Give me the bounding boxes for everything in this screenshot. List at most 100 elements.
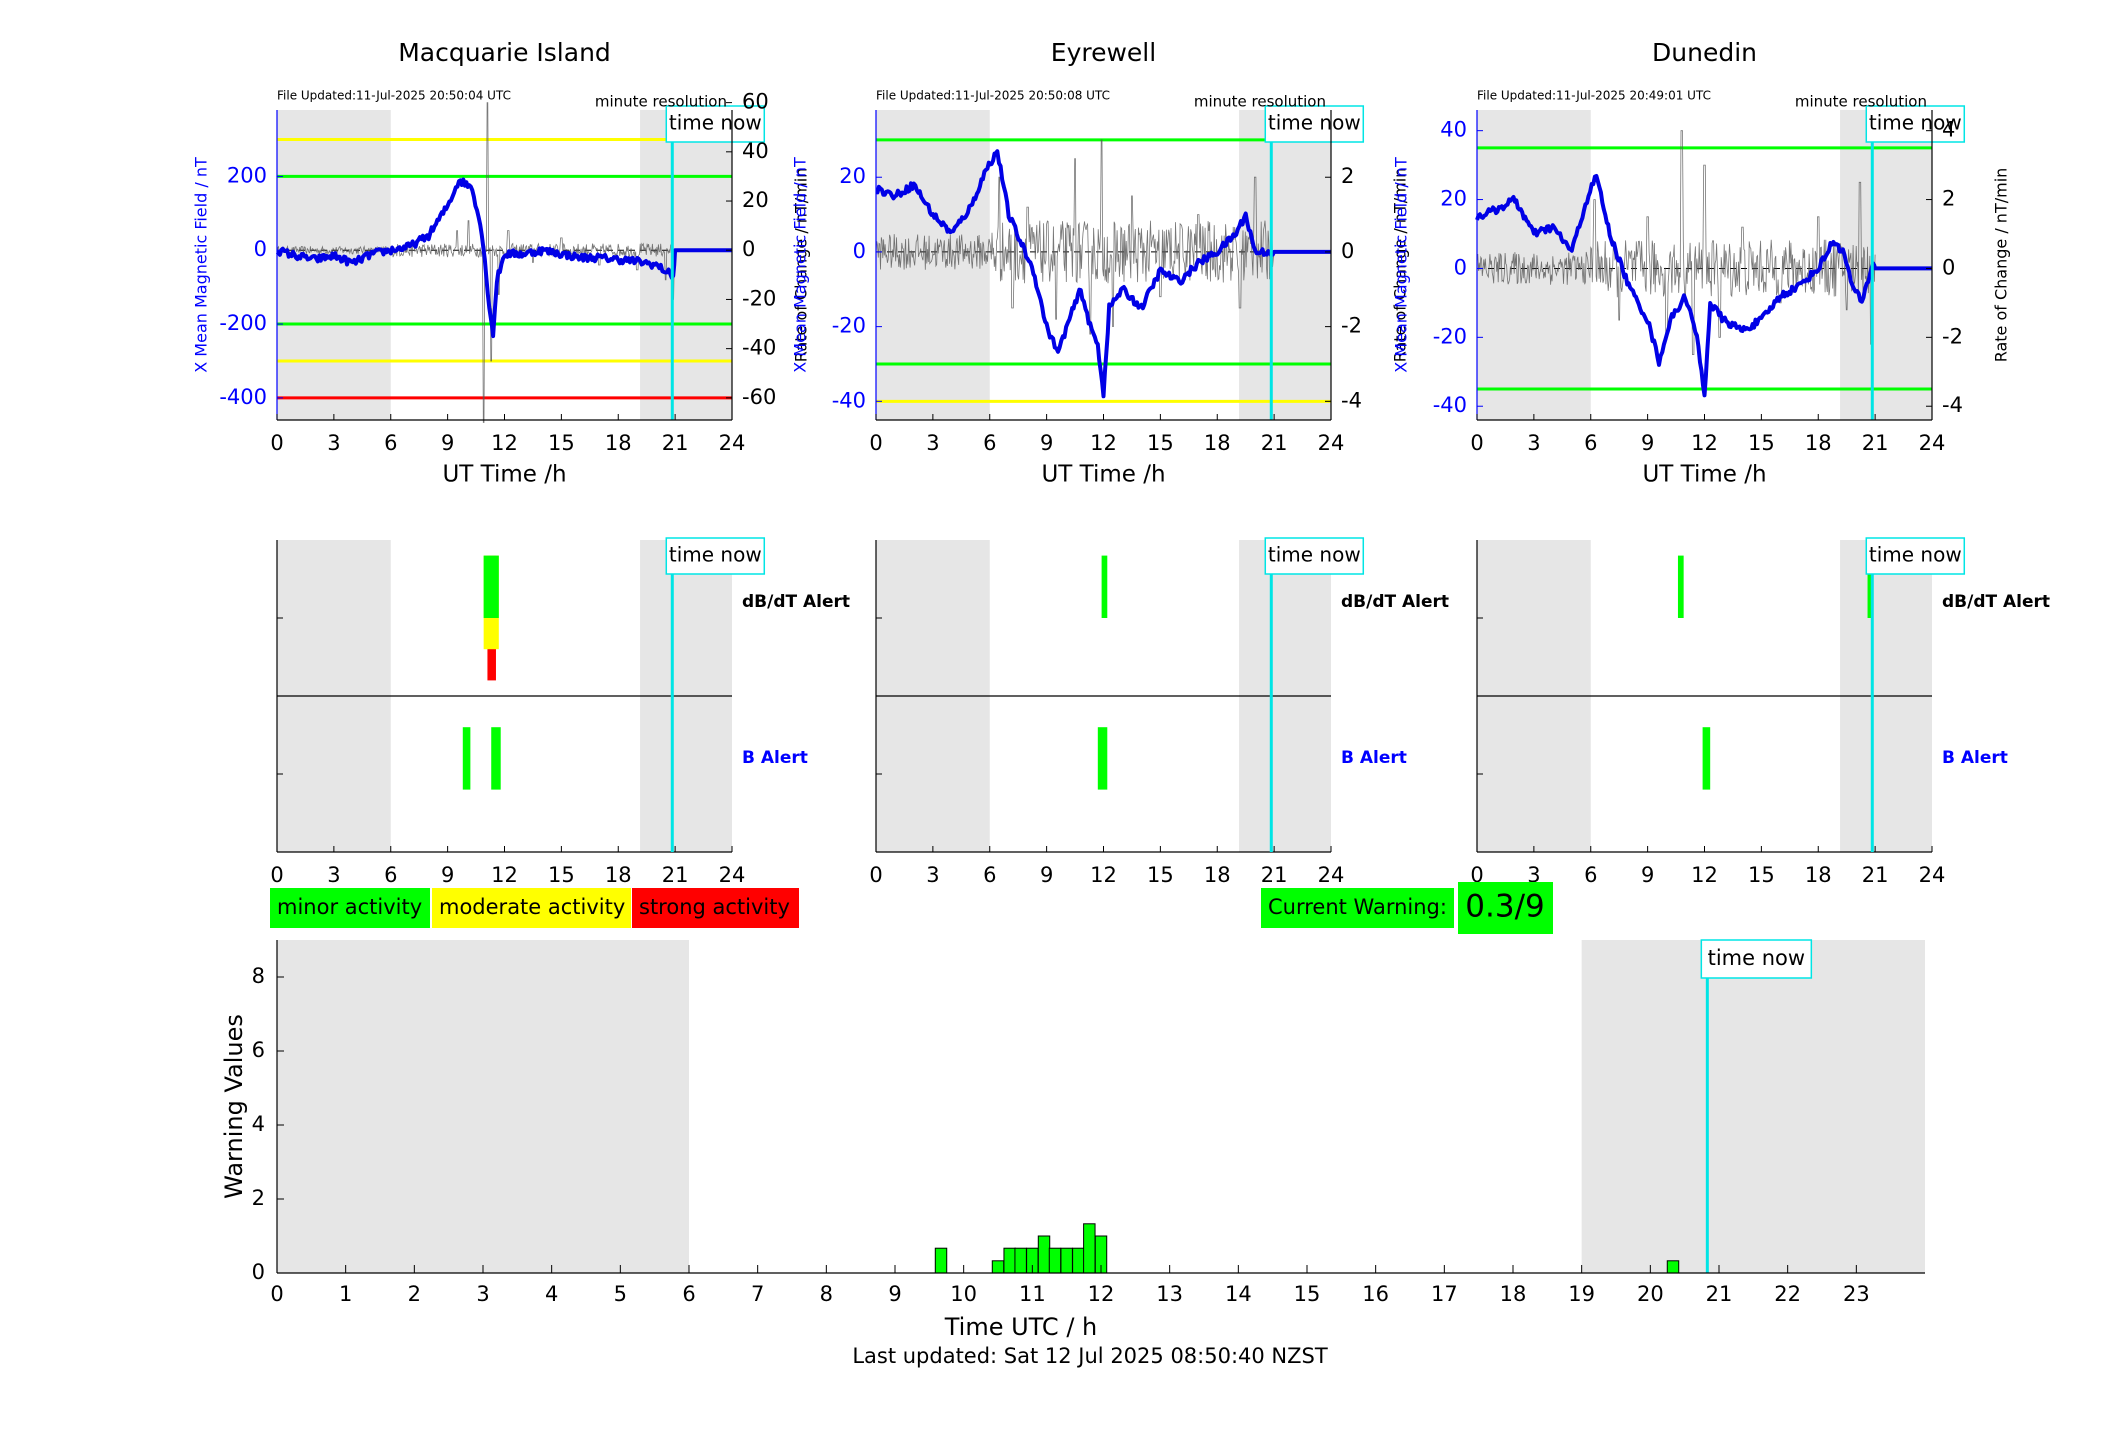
x-tick-label: 9: [441, 863, 454, 887]
left-axis-label: X Mean Magnetic Field / nT: [791, 157, 810, 373]
y-axis-label: Warning Values: [220, 1014, 248, 1199]
x-tick-label: 21: [1261, 431, 1288, 455]
x-tick-label: 18: [605, 431, 632, 455]
x-axis-label: UT Time /h: [1642, 462, 1766, 488]
x-tick-label: 3: [476, 1282, 489, 1306]
x-tick-label: 24: [1919, 431, 1946, 455]
legend-label: strong activity: [639, 895, 790, 919]
b-alert-bar: [1097, 727, 1108, 790]
x-mean-field-trace: [275, 177, 733, 339]
time-now-box: [1865, 105, 1966, 143]
station-panel-1: Eyrewell File Updated:11-Jul-2025 20:50:0…: [791, 38, 1410, 488]
alert-panel-0: time now dB/dT Alert B Alert 0 3 6 9 12 15 18 21 24: [270, 537, 850, 887]
right-tick-label: 0: [742, 237, 755, 261]
right-tick-label: -2: [1341, 314, 1362, 338]
left-tick-label: 40: [1440, 118, 1467, 142]
night-shade: [876, 110, 990, 420]
x-tick-label: 16: [1362, 1282, 1389, 1306]
x-tick-label: 10: [950, 1282, 977, 1306]
x-tick-label: 3: [926, 863, 939, 887]
x-tick-label: 9: [888, 1282, 901, 1306]
x-axis-label: UT Time /h: [1041, 462, 1165, 488]
left-axis-label: X Mean Magnetic Field / nT: [1392, 157, 1411, 373]
x-tick-label: 20: [1637, 1282, 1664, 1306]
dbdt-alert-bar: [1867, 555, 1874, 618]
x-tick-label: 15: [548, 863, 575, 887]
last-updated-text: Last updated: Sat 12 Jul 2025 08:50:40 N…: [852, 1344, 1328, 1368]
y-tick-label: 6: [252, 1038, 265, 1062]
left-tick-label: -200: [219, 311, 267, 335]
x-tick-label: 6: [983, 863, 996, 887]
left-axis-label: X Mean Magnetic Field / nT: [192, 157, 211, 373]
x-tick-label: 6: [384, 863, 397, 887]
legend-label: minor activity: [277, 895, 422, 919]
x-tick-label: 18: [605, 863, 632, 887]
x-mean-field-trace: [875, 149, 1332, 399]
file-updated-text: File Updated:11-Jul-2025 20:50:04 UTC: [277, 89, 511, 103]
dbdt-alert-bar: [1677, 555, 1684, 618]
right-tick-label: 0: [1942, 255, 1955, 279]
dbdt-alert-bar: [483, 555, 499, 618]
dbdt-alert-label: dB/dT Alert: [1942, 592, 2050, 612]
right-tick-label: -4: [1341, 388, 1362, 412]
time-now-box: [1865, 537, 1966, 575]
time-now-label: time now: [1268, 111, 1361, 135]
warning-bar: [1072, 1247, 1085, 1274]
x-tick-label: 0: [1470, 863, 1483, 887]
x-tick-label: 1: [339, 1282, 352, 1306]
left-tick-label: 20: [839, 164, 866, 188]
x-tick-label: 18: [1204, 431, 1231, 455]
x-axis-label: UT Time /h: [442, 462, 566, 488]
x-tick-label: 2: [408, 1282, 421, 1306]
warning-bar: [1048, 1247, 1062, 1274]
x-tick-label: 18: [1204, 863, 1231, 887]
station-title: Eyrewell: [1051, 38, 1156, 67]
warning-bar: [1037, 1235, 1051, 1274]
x-tick-label: 24: [1318, 863, 1345, 887]
x-tick-label: 3: [926, 431, 939, 455]
b-alert-label: B Alert: [1341, 748, 1407, 768]
x-tick-label: 3: [327, 863, 340, 887]
time-now-box: [665, 105, 766, 143]
right-tick-label: 2: [1942, 187, 1955, 211]
left-tick-label: -20: [1433, 324, 1467, 348]
time-now-label: time now: [669, 111, 762, 135]
dbdt-alert-bar: [1101, 555, 1108, 618]
x-tick-label: 22: [1774, 1282, 1801, 1306]
left-tick-label: 20: [1440, 187, 1467, 211]
rate-of-change-trace: [1476, 130, 1876, 356]
x-tick-label: 18: [1805, 431, 1832, 455]
x-tick-label: 18: [1500, 1282, 1527, 1306]
right-tick-label: -40: [742, 336, 776, 360]
x-tick-label: 21: [1862, 431, 1889, 455]
time-now-label: time now: [1869, 543, 1962, 567]
night-shade: [1239, 110, 1331, 420]
station-title: Macquarie Island: [398, 38, 611, 67]
right-tick-label: 60: [742, 90, 769, 114]
x-tick-label: 15: [1748, 431, 1775, 455]
file-updated-text: File Updated:11-Jul-2025 20:49:01 UTC: [1477, 89, 1711, 103]
x-tick-label: 21: [662, 863, 689, 887]
x-tick-label: 0: [270, 1282, 283, 1306]
file-updated-text: File Updated:11-Jul-2025 20:50:08 UTC: [876, 89, 1110, 103]
x-tick-label: 0: [1470, 431, 1483, 455]
legend-swatch: [432, 888, 631, 928]
legend-swatch: [270, 888, 430, 928]
rate-of-change-trace: [875, 139, 1275, 335]
x-tick-label: 5: [614, 1282, 627, 1306]
right-tick-label: -60: [742, 385, 776, 409]
right-axis-label: Rate of Change / nT/min: [792, 168, 811, 363]
time-now-box: [665, 537, 766, 575]
x-tick-label: 21: [1706, 1282, 1733, 1306]
minute-resolution-label: minute resolution: [1795, 93, 1927, 111]
minute-resolution-label: minute resolution: [1194, 93, 1326, 111]
night-shade: [277, 940, 689, 1273]
x-tick-label: 9: [1040, 863, 1053, 887]
right-axis-label: Rate of Change / nT/min: [1992, 168, 2011, 363]
current-warning-box: [1261, 888, 1454, 928]
x-tick-label: 3: [1527, 863, 1540, 887]
time-now-box: [1700, 939, 1813, 979]
legend-label: moderate activity: [439, 895, 625, 919]
station-title: Dunedin: [1652, 38, 1757, 67]
x-tick-label: 18: [1805, 863, 1832, 887]
